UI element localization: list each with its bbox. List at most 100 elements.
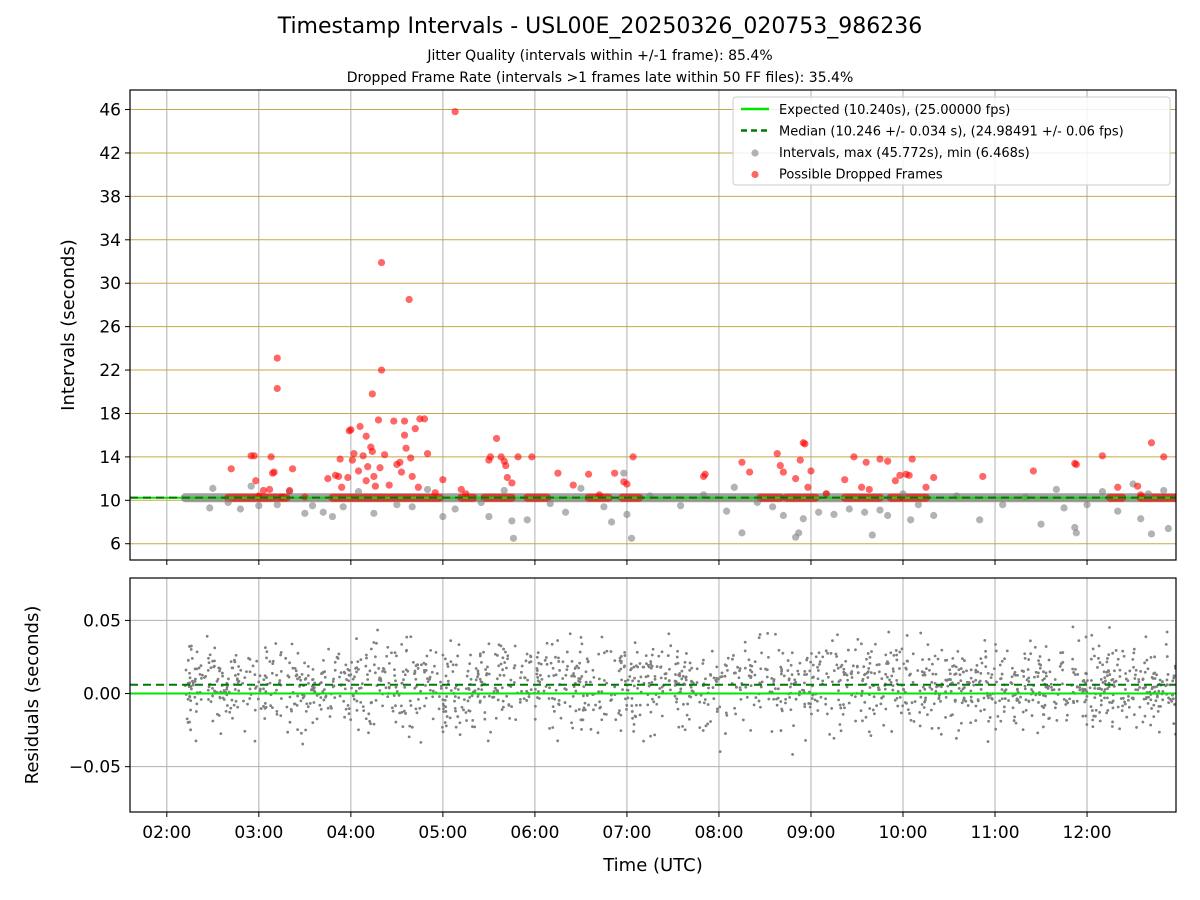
interval-point (546, 499, 554, 508)
residual-point (216, 677, 220, 681)
residual-point (294, 674, 298, 678)
residual-point (420, 663, 423, 667)
residual-point (634, 664, 638, 668)
dropped-frame-point (273, 384, 281, 393)
residual-point (775, 703, 779, 707)
residual-point (308, 701, 312, 705)
residual-point (404, 668, 408, 672)
residual-point (537, 697, 541, 700)
dropped-frame-point (1134, 482, 1142, 490)
residual-point (633, 641, 637, 645)
residual-point (288, 695, 292, 699)
residual-point (1078, 688, 1082, 692)
residual-point (710, 649, 714, 653)
residual-point (959, 721, 963, 725)
residual-point (505, 694, 509, 698)
residual-point (884, 653, 888, 657)
residual-point (1099, 677, 1103, 681)
residual-point (895, 696, 899, 700)
residual-point (1023, 652, 1027, 656)
residual-point (233, 674, 237, 677)
residual-point (838, 703, 842, 707)
residual-point (1157, 689, 1161, 693)
residual-point (322, 698, 326, 702)
residual-point (354, 666, 357, 670)
residual-point (1025, 678, 1029, 682)
residual-point (1152, 703, 1156, 707)
residual-point (561, 660, 565, 664)
residual-point (369, 722, 372, 726)
bottom-y-tick-label: −0.05 (69, 758, 121, 778)
residual-point (905, 659, 909, 663)
residual-point (904, 666, 908, 670)
residual-point (518, 700, 522, 704)
residual-point (765, 668, 769, 672)
residual-point (394, 685, 398, 689)
residual-point (580, 728, 583, 731)
legend-entry: Possible Dropped Frames (779, 168, 943, 183)
residual-point (218, 669, 221, 673)
x-tick-label: 10:00 (878, 823, 927, 843)
residual-point (1098, 719, 1102, 723)
dropped-frame-point (265, 485, 274, 494)
residual-point (798, 661, 802, 665)
residual-point (906, 708, 910, 711)
residual-point (195, 702, 199, 706)
residual-point (779, 700, 783, 703)
residual-point (784, 701, 787, 705)
residual-point (499, 662, 503, 666)
residual-point (253, 708, 257, 712)
residual-point (443, 698, 447, 702)
residual-point (1100, 699, 1103, 702)
legend-swatch-dot (751, 149, 759, 157)
residual-point (1084, 635, 1088, 639)
residual-point (263, 646, 267, 650)
interval-point (209, 484, 217, 492)
residual-point (944, 695, 948, 699)
residual-point (258, 674, 262, 678)
residual-point (1155, 673, 1159, 677)
dropped-frame-point (324, 474, 332, 483)
residual-point (469, 653, 472, 657)
interval-point (509, 534, 518, 542)
interval-point (779, 511, 787, 520)
residual-point (1078, 686, 1082, 689)
residual-point (218, 696, 222, 700)
residual-point (604, 712, 608, 716)
residual-point (577, 707, 581, 711)
residual-point (206, 688, 210, 692)
residual-point (652, 700, 656, 704)
residual-point (966, 704, 970, 707)
residual-point (994, 642, 997, 646)
residual-point (951, 713, 954, 717)
dropped-frame-point (407, 454, 415, 462)
residual-point (1099, 703, 1103, 707)
residual-point (299, 699, 303, 703)
residual-point (772, 679, 776, 683)
residual-point (525, 699, 529, 702)
residual-point (1142, 697, 1146, 701)
residual-point (1048, 670, 1052, 674)
residual-point (1135, 726, 1138, 729)
dropped-frame-point (908, 455, 916, 463)
residual-point (760, 680, 764, 684)
residual-point (637, 679, 641, 683)
residual-point (186, 658, 190, 662)
residual-point (413, 669, 417, 673)
residual-point (921, 685, 925, 689)
residual-point (527, 695, 531, 699)
x-axis-label: Time (UTC) (602, 855, 703, 876)
residual-point (251, 664, 255, 668)
residual-point (628, 675, 632, 678)
residual-point (649, 734, 652, 738)
residual-point (332, 677, 336, 681)
residual-point (875, 704, 878, 708)
residual-point (701, 729, 705, 732)
residual-point (570, 721, 573, 725)
dropped-frame-point (364, 463, 372, 471)
residual-point (674, 673, 677, 676)
residual-point (265, 656, 268, 660)
residual-point (565, 650, 569, 654)
residual-point (842, 667, 846, 671)
residual-point (690, 666, 694, 670)
